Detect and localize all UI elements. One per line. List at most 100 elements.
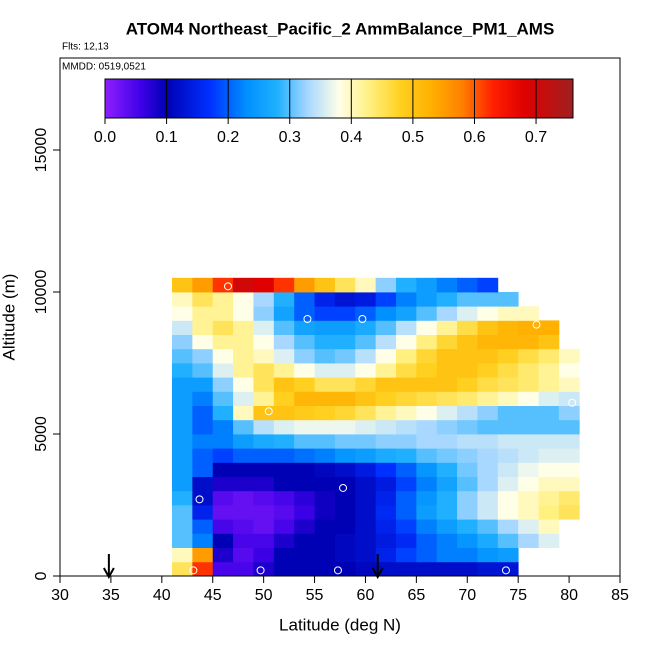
heatmap-cell — [294, 533, 315, 549]
heatmap-cell — [558, 377, 580, 392]
heatmap-cell — [416, 334, 438, 350]
heatmap-cell — [436, 490, 458, 506]
heatmap-cell — [518, 363, 539, 378]
heatmap-cell — [253, 292, 275, 307]
heatmap-cell — [416, 292, 438, 307]
heatmap-cell — [253, 490, 275, 506]
plot-frame — [59, 57, 621, 577]
marker — [189, 566, 198, 575]
heatmap-cell — [396, 490, 417, 506]
heatmap-cell — [233, 448, 254, 463]
heatmap-cell — [212, 434, 234, 449]
heatmap-cell — [396, 320, 417, 336]
heatmap-cell — [375, 306, 397, 321]
heatmap-cell — [294, 292, 315, 307]
heatmap-cell — [518, 533, 539, 549]
heatmap-cell — [538, 405, 560, 421]
heatmap-cell — [253, 434, 275, 449]
heatmap-cell — [518, 462, 539, 478]
heatmap-cell — [294, 348, 315, 364]
heatmap-cell — [375, 320, 397, 336]
heatmap-cell — [212, 320, 234, 336]
x-tick-label: 55 — [306, 587, 324, 604]
heatmap-cell — [416, 320, 438, 336]
heatmap-cell — [396, 292, 417, 307]
heatmap-cell — [416, 490, 438, 506]
heatmap-cell — [355, 391, 377, 407]
heatmap-cell — [212, 306, 234, 321]
heatmap-cell — [416, 405, 438, 421]
heatmap-cell — [212, 505, 234, 520]
heatmap-cell — [497, 462, 519, 478]
heatmap-cell — [518, 434, 539, 449]
heatmap-cell — [416, 462, 438, 478]
heatmap-cell — [538, 391, 560, 407]
heatmap-cell — [416, 306, 438, 321]
heatmap-cell — [355, 490, 377, 506]
arrow — [371, 554, 384, 580]
marker — [333, 566, 342, 575]
heatmap-cell — [457, 306, 478, 321]
heatmap-cell — [334, 448, 356, 463]
marker — [264, 407, 273, 416]
colorbar-tick-label: 0.3 — [279, 129, 301, 146]
heatmap-cell — [192, 547, 214, 563]
heatmap-cell — [518, 348, 539, 364]
heatmap-cell — [558, 419, 580, 435]
heatmap-cell — [518, 334, 539, 350]
heatmap-cell — [172, 277, 193, 293]
heatmap-cell — [477, 419, 499, 435]
heatmap-cell — [253, 363, 275, 378]
heatmap-cell — [538, 419, 560, 435]
heatmap-cell — [334, 462, 356, 478]
heatmap-cell — [314, 292, 336, 307]
heatmap-cell — [334, 547, 356, 563]
heatmap-cell — [172, 476, 193, 492]
heatmap-cell — [294, 320, 315, 336]
heatmap-cell — [172, 505, 193, 520]
heatmap-cell — [355, 448, 377, 463]
heatmap-cell — [396, 348, 417, 364]
heatmap-cell — [497, 405, 519, 421]
y-tick-label: 5000 — [33, 416, 50, 452]
heatmap-cell — [558, 434, 580, 449]
heatmap-cell — [192, 320, 214, 336]
heatmap-cell — [192, 292, 214, 307]
heatmap-cell — [233, 490, 254, 506]
heatmap-cell — [314, 505, 336, 520]
heatmap-cell — [355, 306, 377, 321]
marker — [501, 566, 510, 575]
colorbar-tick-label: 0.4 — [340, 129, 362, 146]
heatmap-cell — [396, 377, 417, 392]
y-axis-label: Altitude (m) — [0, 274, 18, 361]
heatmap-cell — [172, 292, 193, 307]
heatmap-cell — [294, 377, 315, 392]
heatmap-cell — [457, 348, 478, 364]
heatmap-cell — [253, 377, 275, 392]
heatmap-cell — [436, 306, 458, 321]
heatmap-cell — [375, 348, 397, 364]
heatmap-cell — [314, 306, 336, 321]
heatmap-cell — [314, 405, 336, 421]
heatmap-cell — [273, 419, 295, 435]
heatmap-cell — [477, 490, 499, 506]
heatmap-cell — [538, 490, 560, 506]
colorbar-tick-label: 0.7 — [525, 129, 547, 146]
heatmap-cell — [518, 419, 539, 435]
heatmap-cell — [436, 334, 458, 350]
heatmap-cell — [436, 533, 458, 549]
heatmap-cell — [518, 320, 539, 336]
heatmap-cell — [416, 348, 438, 364]
heatmap-cell — [294, 519, 315, 534]
heatmap-cell — [497, 476, 519, 492]
heatmap-cell — [375, 377, 397, 392]
x-tick-label: 35 — [102, 587, 120, 604]
heatmap-cell — [212, 334, 234, 350]
heatmap-cell — [477, 505, 499, 520]
heatmap-cell — [375, 391, 397, 407]
marker — [195, 495, 204, 504]
heatmap-cell — [314, 391, 336, 407]
heatmap-cell — [558, 490, 580, 506]
heatmap-cell — [518, 490, 539, 506]
heatmap-cell — [518, 448, 539, 463]
